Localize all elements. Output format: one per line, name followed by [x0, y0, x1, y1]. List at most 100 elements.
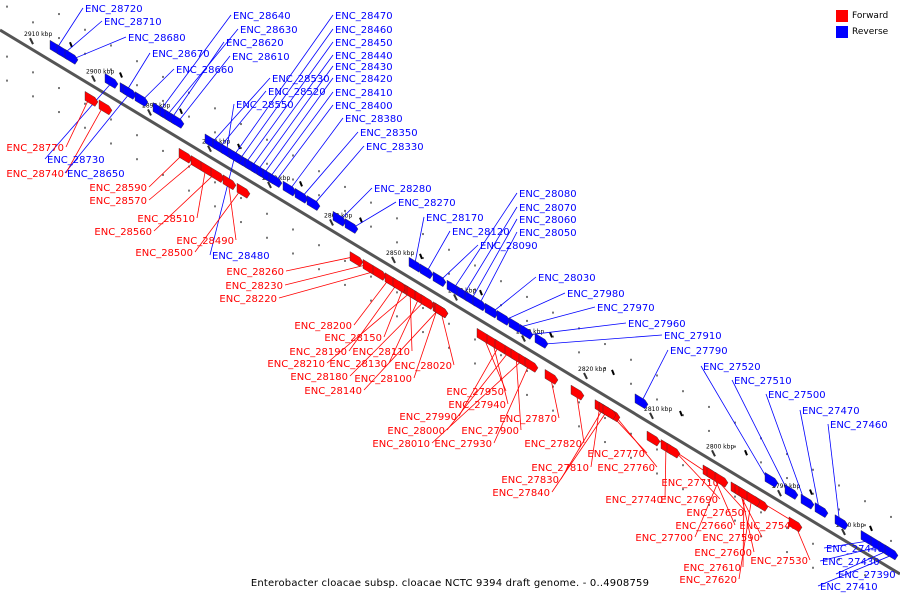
genome-backbone: [0, 28, 900, 576]
leader-line: [261, 77, 334, 177]
leader-line: [278, 270, 379, 299]
reverse-gene-label: ENC_28630: [240, 25, 298, 36]
forward-gene-label: ENC_28510: [137, 214, 195, 225]
leader-line: [731, 379, 791, 496]
reverse-gene-glyph: [519, 323, 534, 340]
reverse-gene-glyph: [472, 295, 487, 312]
forward-gene-label: ENC_28770: [6, 143, 64, 154]
leader-line: [65, 96, 91, 148]
leader-line: [153, 172, 217, 232]
track-dot: [656, 472, 658, 475]
tick-label: 2900 kbp: [86, 69, 114, 76]
forward-gene-label: ENC_28500: [135, 248, 193, 259]
track-dot: [708, 429, 710, 432]
track-dot: [760, 461, 762, 464]
leader-line: [326, 290, 413, 364]
leader-line: [194, 188, 243, 253]
leader-line: [489, 276, 537, 315]
track-dot: [162, 149, 164, 152]
tick-mark: [419, 253, 423, 260]
track-dot: [240, 123, 242, 126]
track-dot: [58, 87, 60, 90]
track-dot: [786, 551, 788, 554]
forward-gene-label: ENC_27940: [448, 400, 506, 411]
reverse-gene-label: ENC_28270: [398, 198, 456, 209]
forward-gene-label: ENC_27690: [660, 495, 718, 506]
track-dot: [864, 500, 866, 503]
track-dot: [188, 115, 190, 118]
reverse-gene-label: ENC_28440: [335, 51, 393, 62]
forward-gene-glyph: [746, 491, 761, 507]
track-dot: [110, 118, 112, 121]
forward-gene-label: ENC_27530: [750, 556, 808, 567]
reverse-gene-label: ENC_27410: [820, 582, 878, 593]
track-dot: [292, 154, 294, 157]
forward-gene-glyph: [98, 99, 113, 116]
leader-line: [477, 231, 518, 308]
track-dot: [734, 519, 736, 522]
track-dot: [500, 280, 502, 283]
forward-gene-glyph: [524, 356, 539, 373]
reverse-gene-label: ENC_28550: [236, 100, 294, 111]
tick-mark: [611, 369, 615, 376]
leader-line: [64, 95, 129, 174]
track-dot: [214, 131, 216, 134]
forward-gene-label: ENC_28230: [225, 281, 283, 292]
legend: Forward Reverse: [836, 8, 892, 40]
reverse-gene-label: ENC_27390: [838, 570, 896, 581]
forward-gene-label: ENC_27740: [605, 495, 663, 506]
track-dot: [708, 405, 710, 408]
leader-line: [409, 289, 413, 352]
leader-line: [249, 54, 334, 170]
track-dot: [578, 351, 580, 354]
track-dot: [890, 515, 892, 518]
leader-line: [439, 307, 455, 366]
reverse-gene-glyph: [534, 332, 549, 349]
reverse-gene-glyph: [800, 493, 815, 510]
track-dot: [682, 464, 684, 467]
leader-line: [446, 349, 511, 431]
leader-line: [700, 365, 771, 484]
track-dot: [32, 21, 34, 24]
reverse-gene-label: ENC_28660: [176, 65, 234, 76]
reverse-gene-glyph: [282, 180, 297, 197]
reverse-gene-label: ENC_28620: [226, 38, 284, 49]
forward-gene-label: ENC_28140: [304, 386, 362, 397]
track-dot: [266, 212, 268, 215]
forward-gene-label: ENC_28570: [89, 196, 147, 207]
reverse-gene-glyph: [64, 48, 79, 65]
track-dot: [370, 275, 372, 278]
track-dot: [838, 484, 840, 487]
leader-line: [817, 555, 891, 587]
legend-reverse: Reverse: [836, 24, 892, 40]
forward-gene-label: ENC_28130: [329, 359, 387, 370]
leader-line: [69, 36, 127, 61]
track-dot: [344, 209, 346, 212]
leader-line: [451, 192, 518, 292]
dotted-guides: [6, 5, 892, 577]
reverse-gene-label: ENC_28450: [335, 38, 393, 49]
forward-gene-label: ENC_27870: [499, 414, 557, 425]
track-dot: [422, 331, 424, 334]
track-dot: [318, 268, 320, 271]
forward-gene-label: ENC_27610: [683, 563, 741, 574]
reverse-gene-glyph: [294, 187, 309, 204]
gene-glyphs: [49, 39, 899, 561]
tick-mark: [179, 108, 183, 115]
reverse-gene-label: ENC_27460: [830, 420, 888, 431]
leader-line: [209, 77, 271, 146]
leader-line: [337, 187, 373, 223]
track-dot: [58, 37, 60, 40]
track-dot: [526, 295, 528, 298]
track-dot: [240, 197, 242, 200]
leader-line: [827, 423, 841, 526]
reverse-gene-label: ENC_28090: [480, 241, 538, 252]
tick-mark: [359, 217, 363, 223]
forward-swatch-icon: [836, 10, 848, 22]
reverse-gene-glyph: [814, 502, 829, 518]
tick-mark: [91, 75, 96, 83]
tick-mark: [329, 219, 334, 226]
track-dot: [58, 13, 60, 16]
tick-mark: [649, 412, 654, 420]
track-dot: [162, 75, 164, 78]
